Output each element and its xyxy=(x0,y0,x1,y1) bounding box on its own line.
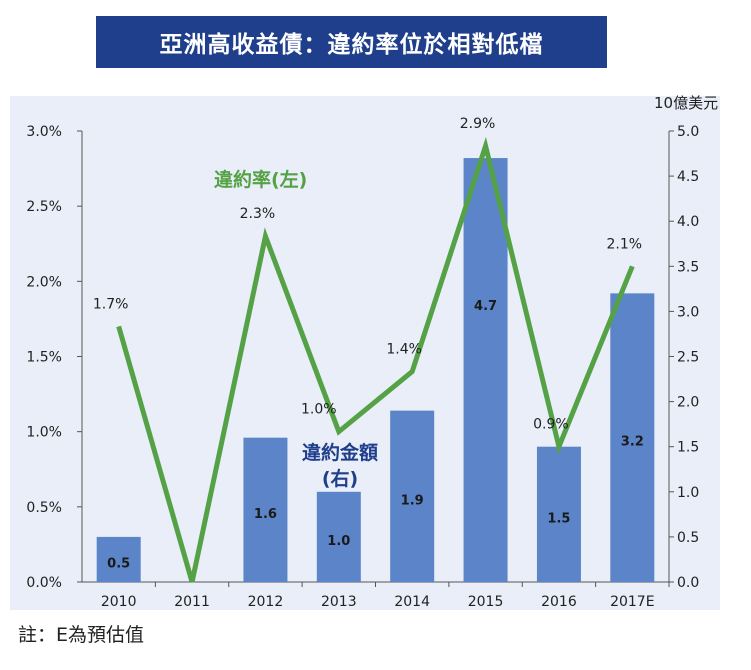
x-tick-label: 2014 xyxy=(394,594,430,610)
x-tick-label: 2011 xyxy=(174,594,210,610)
bar-value-label: 1.6 xyxy=(254,507,277,522)
footnote: 註：E為預估值 xyxy=(18,624,145,646)
line-value-label: 2.9% xyxy=(460,116,496,132)
left-tick-label: 1.5% xyxy=(26,350,62,366)
chart-title-banner: 亞洲高收益債：違約率位於相對低檔 xyxy=(96,16,607,68)
left-tick-label: 0.5% xyxy=(26,500,62,516)
bar-value-label: 4.7 xyxy=(474,299,497,314)
right-tick-label: 3.5 xyxy=(677,259,699,275)
x-tick-label: 2015 xyxy=(468,594,504,610)
bar xyxy=(610,293,655,582)
right-tick-label: 1.0 xyxy=(677,485,699,501)
line-value-label: 2.1% xyxy=(607,236,643,252)
bar-series-label-suffix: (右) xyxy=(322,467,358,490)
line-value-label: 0.9% xyxy=(533,417,569,433)
x-tick-label: 2013 xyxy=(321,594,357,610)
left-tick-label: 2.5% xyxy=(26,199,62,215)
x-tick-label: 2012 xyxy=(248,594,284,610)
x-tick-label: 2010 xyxy=(101,594,137,610)
right-axis-unit: 10億美元 xyxy=(654,94,719,112)
bar xyxy=(536,446,581,582)
bar xyxy=(96,536,141,582)
right-tick-label: 1.5 xyxy=(677,440,699,456)
line-value-label: 2.3% xyxy=(240,206,276,222)
chart-title: 亞洲高收益債：違約率位於相對低檔 xyxy=(159,32,544,58)
bar-value-label: 1.0 xyxy=(327,534,350,549)
bar-value-label: 1.9 xyxy=(401,493,424,508)
default-rate-line xyxy=(116,136,635,583)
right-tick-label: 4.5 xyxy=(677,169,699,185)
bar xyxy=(463,158,508,582)
left-tick-label: 0.0% xyxy=(26,575,62,591)
right-tick-label: 0.0 xyxy=(677,575,699,591)
right-tick-label: 2.5 xyxy=(677,350,699,366)
right-tick-label: 4.0 xyxy=(677,214,699,230)
bar-value-label: 1.5 xyxy=(547,511,570,526)
left-tick-label: 2.0% xyxy=(26,274,62,290)
bar-value-label: 3.2 xyxy=(621,435,644,450)
line-value-label: 1.0% xyxy=(301,402,337,418)
bar xyxy=(390,410,435,582)
line-value-label: 1.7% xyxy=(93,296,129,312)
bar xyxy=(316,491,361,582)
line-series-label: 違約率(左) xyxy=(214,168,307,191)
right-tick-label: 2.0 xyxy=(677,395,699,411)
left-tick-label: 3.0% xyxy=(26,124,62,140)
right-tick-label: 5.0 xyxy=(677,124,699,140)
bar-value-label: 0.5 xyxy=(107,556,130,571)
right-tick-label: 0.5 xyxy=(677,530,699,546)
x-tick-label: 2016 xyxy=(541,594,577,610)
x-tick-label: 2017E xyxy=(610,594,654,610)
left-tick-label: 1.0% xyxy=(26,425,62,441)
line-value-label: 1.4% xyxy=(386,342,422,358)
right-tick-label: 3.0 xyxy=(677,304,699,320)
bar-series-label: 違約金額 xyxy=(302,441,378,464)
bar xyxy=(243,437,288,582)
